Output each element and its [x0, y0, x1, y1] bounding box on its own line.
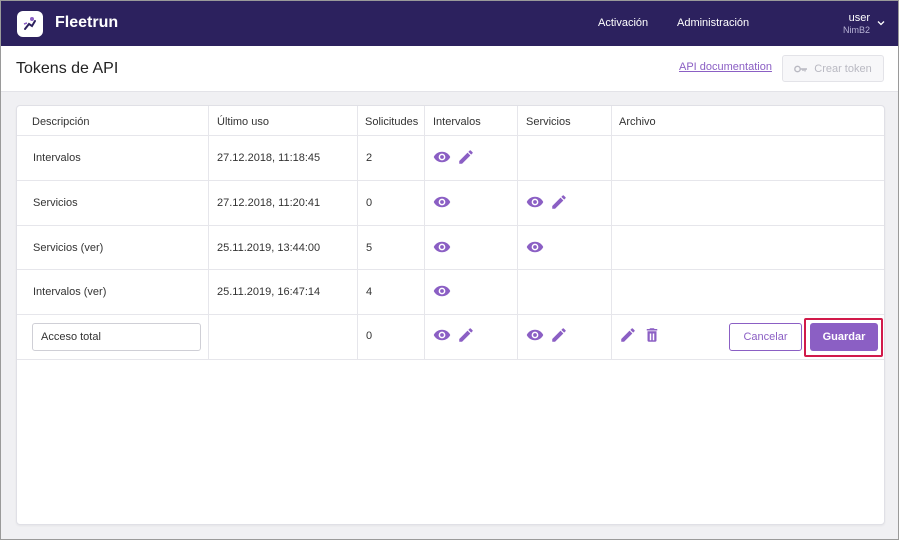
table-row: Intervalos 27.12.2018, 11:18:45 2: [17, 136, 884, 181]
pencil-icon[interactable]: [550, 326, 568, 344]
eye-icon[interactable]: [433, 148, 451, 166]
save-button-highlight: [804, 318, 883, 357]
pencil-icon[interactable]: [550, 193, 568, 211]
row-requests: 0: [366, 330, 373, 342]
trash-icon[interactable]: [643, 326, 661, 344]
row-description: Intervalos: [33, 152, 81, 164]
row-requests: 0: [366, 197, 373, 209]
pencil-icon[interactable]: [457, 326, 475, 344]
table-row: Servicios 27.12.2018, 11:20:41 0: [17, 181, 884, 226]
column-header-intervals: Intervalos: [425, 106, 518, 135]
eye-icon[interactable]: [526, 193, 544, 211]
row-last-use: 27.12.2018, 11:18:45: [217, 152, 321, 164]
column-header-requests: Solicitudes: [358, 106, 425, 135]
row-requests: 2: [366, 152, 373, 164]
eye-icon[interactable]: [433, 238, 451, 256]
row-last-use: 25.11.2019, 13:44:00: [217, 242, 321, 254]
row-description: Servicios (ver): [33, 242, 104, 254]
fleetrun-logo-icon[interactable]: [17, 11, 43, 37]
brand-name[interactable]: Fleetrun: [55, 14, 119, 31]
top-navigation-bar: Fleetrun Activación Administración user …: [1, 1, 898, 46]
nav-administracion[interactable]: Administración: [677, 17, 750, 29]
eye-icon[interactable]: [526, 326, 544, 344]
key-icon: [794, 65, 808, 72]
column-header-archive: Archivo: [619, 116, 656, 128]
table-row-editing: 0 Cancelar Guardar: [17, 315, 884, 360]
pencil-icon[interactable]: [619, 326, 637, 344]
table-header-row: Descripción Último uso Solicitudes Inter…: [17, 106, 884, 136]
save-button[interactable]: Guardar: [810, 323, 878, 351]
table-row: Intervalos (ver) 25.11.2019, 16:47:14 4: [17, 270, 884, 315]
eye-icon[interactable]: [433, 282, 451, 300]
pencil-icon[interactable]: [457, 148, 475, 166]
user-menu[interactable]: user NimB2: [843, 12, 870, 36]
cancel-button[interactable]: Cancelar: [729, 323, 802, 351]
row-requests: 5: [366, 242, 373, 254]
user-organization: NimB2: [842, 25, 870, 35]
row-last-use: 27.12.2018, 11:20:41: [217, 197, 321, 209]
eye-icon[interactable]: [433, 193, 451, 211]
create-token-button[interactable]: Crear token: [782, 55, 884, 82]
create-token-label: Crear token: [814, 62, 872, 75]
table-row: Servicios (ver) 25.11.2019, 13:44:00 5: [17, 226, 884, 270]
page-header: Tokens de API API documentation Crear to…: [1, 46, 898, 92]
column-header-services: Servicios: [518, 106, 612, 135]
row-description: Intervalos (ver): [33, 286, 107, 298]
row-requests: 4: [366, 286, 373, 298]
chevron-down-icon[interactable]: [877, 19, 885, 27]
column-header-last-use: Último uso: [209, 106, 358, 135]
nav-activacion[interactable]: Activación: [598, 17, 649, 29]
row-description: Servicios: [33, 197, 78, 209]
row-last-use: 25.11.2019, 16:47:14: [217, 286, 321, 298]
api-documentation-link[interactable]: API documentation: [679, 61, 772, 73]
page-title: Tokens de API: [16, 60, 119, 77]
column-header-description: Descripción: [17, 106, 209, 135]
tokens-table: Descripción Último uso Solicitudes Inter…: [16, 105, 885, 525]
eye-icon[interactable]: [433, 326, 451, 344]
user-name: user: [848, 12, 870, 24]
token-description-input[interactable]: [32, 323, 201, 351]
eye-icon[interactable]: [526, 238, 544, 256]
